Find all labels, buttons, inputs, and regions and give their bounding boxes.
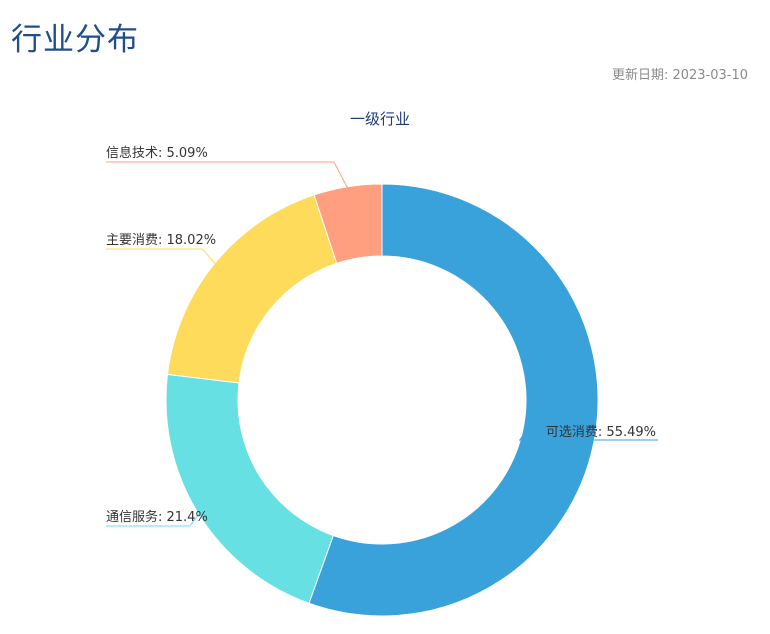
- slice-label-2: 主要消费: 18.02%: [106, 233, 216, 248]
- slice-2[interactable]: [166, 194, 338, 384]
- slice-label-0: 可选消费: 55.49%: [546, 425, 656, 440]
- leader-line-3: [106, 161, 349, 189]
- leader-line-2: [106, 248, 217, 265]
- page-title: 行业分布: [11, 22, 139, 58]
- labels-group: 可选消费: 55.49% 通信服务: 21.4% 主要消费: 18.02% 信息技术:…: [106, 145, 658, 527]
- leader-line-1: [106, 512, 201, 527]
- slice-3[interactable]: [313, 183, 383, 264]
- slice-label-3: 信息技术: 5.09%: [106, 145, 208, 161]
- leader-line-0: [518, 425, 658, 441]
- slice-label-1: 通信服务: 21.4%: [106, 509, 208, 525]
- update-date: 更新日期: 2023-03-10: [611, 68, 748, 83]
- slice-0[interactable]: [308, 183, 599, 617]
- slice-1[interactable]: [165, 373, 334, 604]
- chart-title: 一级行业: [349, 110, 410, 128]
- slices-group: [165, 183, 599, 617]
